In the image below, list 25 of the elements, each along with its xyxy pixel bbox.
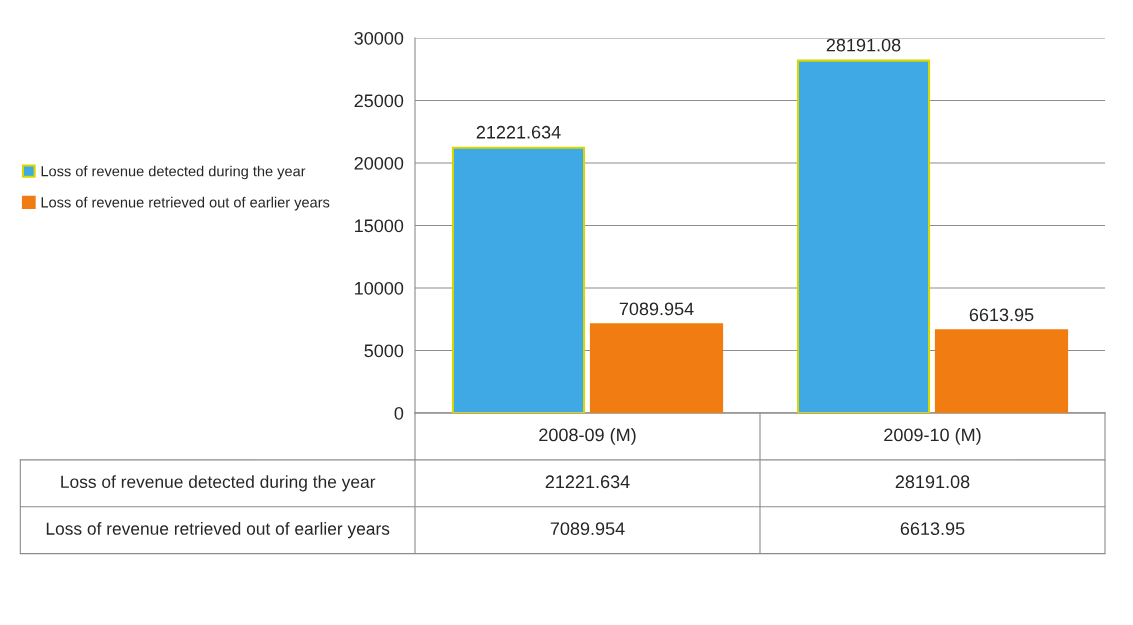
y-tick-label: 15000	[355, 219, 404, 233]
data-label: 21221.634	[545, 475, 630, 489]
data-label: 6613.95	[900, 522, 965, 536]
bar	[796, 59, 931, 413]
y-tick-label: 30000	[354, 31, 404, 45]
y-tick-label: 5000	[364, 344, 404, 358]
x-tick-label: 2009-10 (M)	[884, 428, 981, 445]
y-tick-label: 25000	[354, 94, 404, 108]
data-label: 28191.08	[895, 475, 970, 489]
y-tick-label: 0	[394, 406, 404, 420]
bar	[934, 329, 1069, 413]
legend-label: Loss of revenue detected during the year	[41, 165, 306, 180]
annotation: 21221.634	[476, 125, 561, 139]
annotation: 7089.954	[619, 302, 694, 316]
annotation: 6613.95	[969, 308, 1034, 322]
bar	[589, 323, 724, 413]
annotation: 28191.08	[826, 38, 901, 52]
bar	[451, 146, 586, 413]
x-tick-label: 2008-09 (M)	[539, 428, 636, 445]
legend-label: Loss of revenue retrieved out of earlier years	[41, 196, 330, 211]
y-tick-label: 20000	[354, 156, 404, 170]
text: Loss of revenue retrieved out of earlier years	[46, 522, 390, 539]
text: Loss of revenue detected during the year	[61, 475, 376, 492]
y-tick-label: 10000	[355, 281, 404, 295]
data-label: 7089.954	[550, 522, 625, 536]
